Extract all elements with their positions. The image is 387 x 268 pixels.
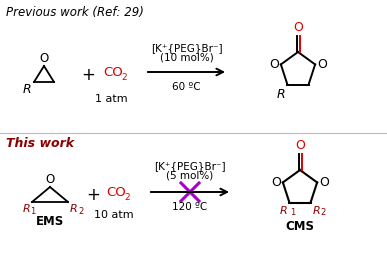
Text: O: O — [271, 176, 281, 189]
Text: O: O — [293, 21, 303, 34]
Text: 2: 2 — [121, 73, 127, 81]
Text: +: + — [86, 186, 100, 204]
Text: 1: 1 — [30, 207, 35, 216]
Text: R: R — [280, 206, 288, 215]
Text: 2: 2 — [320, 207, 326, 217]
Text: O: O — [319, 176, 329, 189]
Text: 10 atm: 10 atm — [94, 210, 134, 220]
Text: O: O — [39, 52, 49, 65]
Text: This work: This work — [6, 137, 74, 150]
Text: O: O — [45, 173, 55, 186]
Text: CO: CO — [103, 66, 123, 80]
Text: R: R — [22, 204, 30, 214]
Text: 1: 1 — [290, 207, 296, 217]
Text: (10 mol%): (10 mol%) — [159, 53, 213, 63]
Text: R: R — [70, 204, 78, 214]
Text: +: + — [81, 66, 95, 84]
Text: CMS: CMS — [286, 220, 315, 233]
Text: R: R — [313, 206, 320, 215]
Text: O: O — [317, 58, 327, 71]
Text: 2: 2 — [124, 192, 130, 202]
Text: EMS: EMS — [36, 215, 64, 228]
Text: [K⁺{PEG}Br⁻]: [K⁺{PEG}Br⁻] — [154, 161, 226, 171]
Text: 2: 2 — [78, 207, 83, 216]
Text: 120 ºC: 120 ºC — [172, 202, 207, 212]
Text: 1 atm: 1 atm — [95, 94, 127, 104]
Text: (5 mol%): (5 mol%) — [166, 171, 214, 181]
Text: R: R — [22, 83, 31, 96]
Text: Previous work (Ref: 29): Previous work (Ref: 29) — [6, 6, 144, 19]
Text: [K⁺{PEG}Br⁻]: [K⁺{PEG}Br⁻] — [151, 43, 222, 53]
Text: R: R — [277, 88, 286, 100]
Text: O: O — [295, 139, 305, 152]
Text: O: O — [269, 58, 279, 71]
Text: CO: CO — [106, 187, 126, 199]
Text: 60 ºC: 60 ºC — [172, 82, 201, 92]
